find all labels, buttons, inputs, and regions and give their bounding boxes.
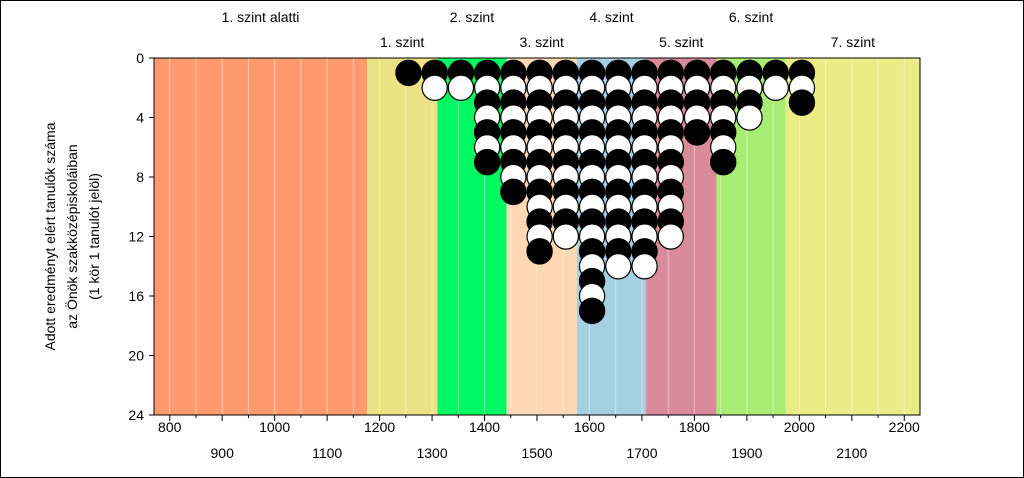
x-tick-label: 1600 [574, 419, 605, 435]
y-tick-label: 24 [128, 407, 144, 423]
x-tick-label: 1200 [364, 419, 395, 435]
x-tick-label: 1700 [626, 445, 657, 461]
student-markers [395, 59, 816, 325]
student-marker [421, 74, 448, 101]
band-8 [785, 58, 920, 415]
x-tick-label: 1000 [259, 419, 290, 435]
student-marker [447, 74, 475, 101]
level-label: 1. szint [380, 34, 424, 50]
student-marker [526, 238, 553, 265]
level-labels: 1. szint alatti 1. szint 2. szint 3. szint 4… [222, 9, 876, 50]
y-axis-label-line: az Önök szakközépiskoláiban [63, 144, 80, 328]
level-label: 6. szint [729, 9, 773, 25]
student-marker [473, 148, 501, 176]
x-tick-label: 2100 [836, 445, 867, 461]
level-label: 3. szint [520, 34, 564, 50]
x-tick-label: 1800 [679, 419, 710, 435]
student-marker [788, 89, 816, 116]
student-marker [683, 119, 711, 146]
y-axis-label: Adott eredményt elért tanulók száma az Ön… [42, 122, 102, 350]
student-marker [605, 253, 632, 280]
y-axis: 0 4 8 12 16 20 24 [128, 50, 154, 423]
x-tick-label: 1400 [469, 419, 500, 435]
y-tick-label: 4 [136, 110, 144, 126]
student-marker [657, 223, 684, 250]
band-1 [154, 58, 368, 415]
student-marker [631, 253, 658, 280]
y-axis-label-line: Adott eredményt elért tanulók száma [42, 122, 58, 350]
x-tick-label: 800 [158, 419, 182, 435]
student-marker [762, 74, 789, 101]
student-marker [500, 178, 527, 206]
level-label: 2. szint [450, 9, 494, 25]
x-axis: 800 1000 1200 1400 1600 1800 2000 2200 900 1100 13… [158, 415, 920, 461]
y-axis-label-line: (1 kör 1 tanulót jelöl) [86, 173, 102, 300]
student-marker [736, 104, 763, 131]
x-tick-label: 1500 [521, 445, 552, 461]
level-label: 5. szint [659, 34, 703, 50]
x-tick-label: 2200 [889, 419, 920, 435]
level-label: 4. szint [589, 9, 633, 25]
level-label: 1. szint alatti [222, 9, 300, 25]
x-tick-label: 1100 [312, 445, 342, 461]
y-tick-label: 20 [128, 348, 144, 364]
x-tick-label: 2000 [784, 419, 815, 435]
y-tick-label: 0 [136, 50, 144, 66]
y-tick-label: 16 [128, 288, 144, 304]
student-marker [395, 59, 422, 87]
y-tick-label: 12 [128, 229, 144, 245]
x-tick-label: 900 [211, 445, 235, 461]
x-tick-label: 1900 [731, 445, 762, 461]
student-marker [710, 148, 737, 176]
band-2 [367, 58, 438, 415]
student-marker [552, 223, 580, 250]
level-label: 7. szint [831, 34, 875, 50]
x-tick-label: 1300 [416, 445, 447, 461]
student-marker [578, 297, 606, 325]
y-tick-label: 8 [136, 169, 144, 185]
